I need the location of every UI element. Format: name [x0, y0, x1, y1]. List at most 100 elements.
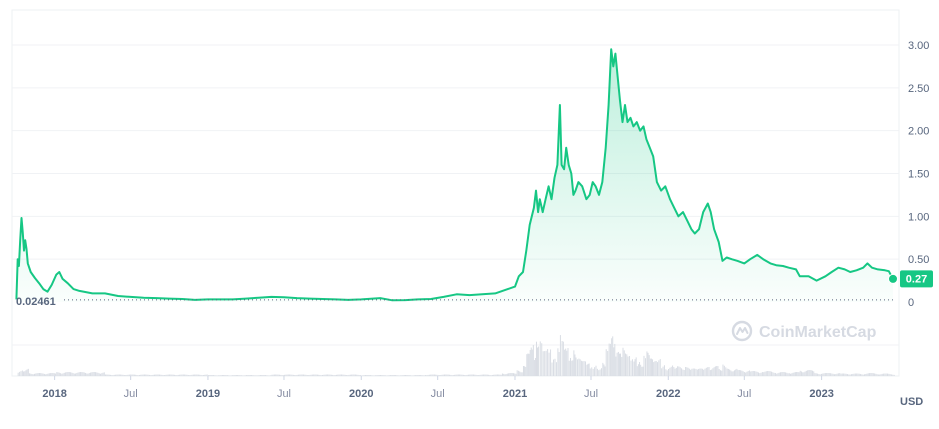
- volume-bar: [519, 371, 521, 376]
- volume-bar: [301, 374, 303, 376]
- volume-bar: [618, 353, 620, 376]
- volume-bar: [290, 374, 292, 376]
- volume-bar: [736, 368, 738, 376]
- volume-bar: [57, 372, 59, 376]
- volume-bar: [306, 375, 308, 376]
- volume-bar: [386, 375, 388, 376]
- chart-frame: [11, 9, 900, 377]
- volume-bar: [91, 372, 93, 376]
- volume-bar: [857, 373, 859, 376]
- volume-bar: [792, 372, 794, 376]
- volume-bar: [38, 373, 40, 376]
- volume-bar: [649, 358, 651, 376]
- volume-bar: [818, 373, 820, 376]
- volume-bar: [613, 347, 615, 376]
- volume-bar: [636, 366, 638, 376]
- volume-bar: [387, 375, 389, 376]
- volume-bar: [72, 373, 74, 376]
- volume-bar: [367, 375, 369, 376]
- volume-bar: [43, 373, 45, 376]
- volume-bar: [287, 374, 289, 376]
- volume-bar: [508, 373, 510, 376]
- x-tick-label: 2021: [503, 388, 527, 400]
- volume-bar: [417, 375, 419, 376]
- volume-bar: [137, 375, 139, 376]
- volume-bar: [223, 375, 225, 376]
- volume-bar: [626, 354, 628, 376]
- volume-bar: [50, 373, 52, 376]
- volume-bar: [171, 374, 173, 376]
- volume-bar: [169, 374, 171, 376]
- volume-bar: [711, 369, 713, 376]
- volume-bar: [772, 372, 774, 376]
- volume-bar: [603, 364, 605, 376]
- volume-bar: [213, 375, 215, 376]
- current-price-badge-bg: [900, 270, 933, 288]
- volume-bar: [791, 373, 793, 376]
- volume-bar: [841, 373, 843, 376]
- volume-bar: [499, 374, 501, 376]
- volume-bar: [713, 367, 715, 376]
- volume-bar: [200, 374, 202, 376]
- volume-bar: [315, 374, 317, 376]
- volume-bar: [532, 345, 534, 376]
- volume-bar: [653, 362, 655, 376]
- volume-bar: [614, 343, 616, 376]
- volume-bar: [798, 372, 800, 376]
- volume-bar: [754, 371, 756, 376]
- volume-bar: [698, 368, 700, 376]
- volume-bar: [251, 375, 253, 376]
- volume-bar: [421, 375, 423, 376]
- volume-bar: [395, 375, 397, 376]
- volume-bar: [319, 374, 321, 376]
- volume-bar: [265, 375, 267, 376]
- volume-bar: [416, 375, 418, 376]
- volume-bar: [849, 374, 851, 376]
- volume-bar: [375, 375, 377, 376]
- volume-bar: [592, 368, 594, 376]
- volume-bar: [587, 363, 589, 376]
- volume-bar: [55, 373, 57, 376]
- volume-bar: [780, 372, 782, 376]
- volume-bar: [45, 374, 47, 376]
- volume-bar: [19, 371, 21, 376]
- volume-bar: [756, 371, 758, 376]
- volume-bar: [863, 374, 865, 376]
- volume-bar: [820, 373, 822, 376]
- volume-bar: [853, 373, 855, 376]
- volume-bar: [117, 374, 119, 376]
- volume-bar: [346, 375, 348, 376]
- volume-bar: [333, 375, 335, 376]
- volume-bar: [88, 373, 90, 376]
- volume-bar: [621, 356, 623, 376]
- volume-bar: [622, 347, 624, 376]
- volume-bar: [239, 375, 241, 376]
- volume-bar: [750, 371, 752, 376]
- volume-bar: [403, 375, 405, 376]
- volume-bar: [893, 374, 895, 376]
- volume-bar: [337, 374, 339, 376]
- volume-bar: [883, 373, 885, 376]
- volume-bar: [107, 374, 109, 376]
- volume-bar: [156, 374, 158, 376]
- volume-bar: [106, 374, 108, 376]
- volume-bar: [479, 374, 481, 376]
- volume-bar: [847, 374, 849, 376]
- volume-bar: [133, 374, 135, 376]
- volume-bar: [135, 374, 137, 376]
- volume-bar: [335, 374, 337, 376]
- volume-bar: [799, 370, 801, 376]
- price-area-fill: [16, 49, 893, 302]
- volume-bar: [695, 368, 697, 376]
- volume-bar: [313, 374, 315, 376]
- volume-bar: [548, 352, 550, 376]
- x-tick-label: Jul: [584, 388, 598, 400]
- volume-bar: [24, 371, 26, 376]
- volume-bar: [372, 375, 374, 376]
- volume-bar: [584, 361, 586, 376]
- volume-bar: [619, 353, 621, 376]
- coinmarketcap-logo-mark: [736, 327, 749, 335]
- volume-bar: [348, 374, 350, 376]
- volume-bar: [599, 369, 601, 376]
- volume-bar: [358, 375, 360, 376]
